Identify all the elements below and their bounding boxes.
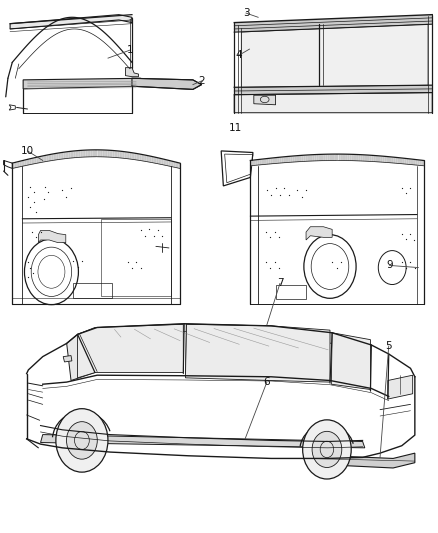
Polygon shape [10,14,132,29]
Polygon shape [306,227,332,240]
Polygon shape [241,24,428,87]
Circle shape [312,431,342,467]
Text: 7: 7 [277,278,283,288]
Text: 9: 9 [386,261,393,270]
Polygon shape [63,356,72,362]
Text: 6: 6 [264,377,270,387]
Polygon shape [95,324,371,351]
Text: 5: 5 [385,341,392,351]
Polygon shape [234,14,432,32]
Polygon shape [23,78,141,89]
Polygon shape [234,85,432,95]
Text: 11: 11 [229,123,242,133]
Polygon shape [331,333,371,390]
Polygon shape [234,93,432,113]
Circle shape [56,409,108,472]
Polygon shape [132,78,201,90]
Polygon shape [306,453,415,468]
Text: 1: 1 [127,45,133,55]
Text: 10: 10 [21,146,34,156]
Text: 3: 3 [243,8,249,18]
Polygon shape [125,68,138,77]
Polygon shape [185,324,330,382]
Polygon shape [78,324,184,378]
Polygon shape [388,375,413,399]
Text: 4: 4 [235,51,242,60]
Text: 2: 2 [198,76,205,86]
Circle shape [67,422,97,459]
Polygon shape [39,230,66,243]
Polygon shape [67,327,97,381]
Polygon shape [254,95,276,105]
Polygon shape [41,434,365,448]
Circle shape [303,420,351,479]
